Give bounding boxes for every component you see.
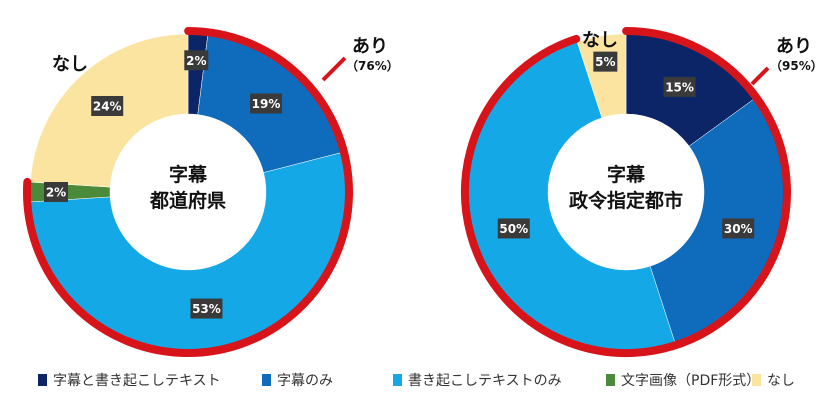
data-label-box — [91, 95, 124, 116]
callouts-cities: あり （95%） なし — [582, 30, 823, 86]
data-label-box — [722, 218, 755, 239]
legend-label: 字幕と書き起こしテキスト — [53, 373, 221, 389]
data-label: 2% — [44, 182, 68, 202]
data-label-text: 2% — [46, 186, 66, 200]
data-label-text: 2% — [186, 54, 206, 68]
data-label-text: 5% — [595, 55, 615, 69]
data-label: 30% — [722, 218, 755, 239]
ari-highlight-arc — [461, 27, 791, 357]
data-label-text: 15% — [665, 80, 694, 94]
data-label-box — [593, 51, 618, 72]
legend-swatch — [606, 374, 615, 386]
nashi-callout-label: なし — [582, 30, 618, 51]
data-label: 5% — [593, 51, 618, 72]
data-label-box — [250, 93, 283, 114]
data-label-box — [184, 50, 209, 71]
center-title-line: 字幕 — [607, 163, 646, 186]
ari-leader-line — [750, 66, 770, 86]
donut-hole — [110, 114, 266, 270]
legend-swatch — [393, 374, 402, 386]
legend-item: 文字画像（PDF形式） — [606, 373, 760, 389]
legend-item: 字幕と書き起こしテキスト — [38, 373, 221, 389]
ari-callout-label: あり — [352, 36, 388, 57]
data-label: 24% — [91, 95, 124, 116]
legend: 字幕と書き起こしテキスト 字幕のみ 書き起こしテキストのみ 文字画像（PDF形式） なし — [38, 373, 795, 389]
ari-callout-label: あり — [776, 36, 812, 57]
ari-leader-line — [321, 56, 347, 82]
data-label-box — [663, 76, 696, 97]
data-label-text: 30% — [724, 222, 753, 236]
data-label-text: 50% — [499, 222, 528, 236]
data-label-box — [44, 182, 68, 202]
legend-label: なし — [767, 373, 795, 389]
data-label-text: 53% — [192, 302, 221, 316]
data-label: 50% — [497, 218, 530, 239]
legend-swatch — [752, 374, 761, 386]
ari-highlight-arc — [23, 27, 353, 357]
data-label: 53% — [190, 298, 223, 319]
data-label: 2% — [184, 50, 209, 71]
callouts-prefectures: あり （76%） なし — [52, 36, 399, 82]
legend-swatch — [262, 374, 271, 386]
center-title-line: 都道府県 — [149, 189, 226, 212]
donut-hole — [548, 114, 704, 270]
data-label-box — [497, 218, 530, 239]
data-label-text: 19% — [252, 97, 281, 111]
legend-swatch — [38, 374, 47, 386]
legend-item: 書き起こしテキストのみ — [393, 373, 562, 389]
data-label: 19% — [250, 93, 283, 114]
ari-callout-percent: （95%） — [770, 58, 823, 73]
ari-callout-percent: （76%） — [346, 58, 399, 73]
legend-label: 字幕のみ — [277, 373, 333, 389]
nashi-callout-label: なし — [52, 54, 88, 75]
data-label-box — [190, 298, 223, 319]
legend-item: 字幕のみ — [262, 373, 333, 389]
center-title-line: 政令指定都市 — [569, 189, 683, 212]
legend-label: 書き起こしテキストのみ — [408, 373, 562, 389]
legend-label: 文字画像（PDF形式） — [621, 373, 760, 389]
data-label-text: 24% — [93, 99, 122, 113]
data-label: 15% — [663, 76, 696, 97]
center-title-line: 字幕 — [169, 163, 208, 186]
legend-item: なし — [752, 373, 795, 389]
